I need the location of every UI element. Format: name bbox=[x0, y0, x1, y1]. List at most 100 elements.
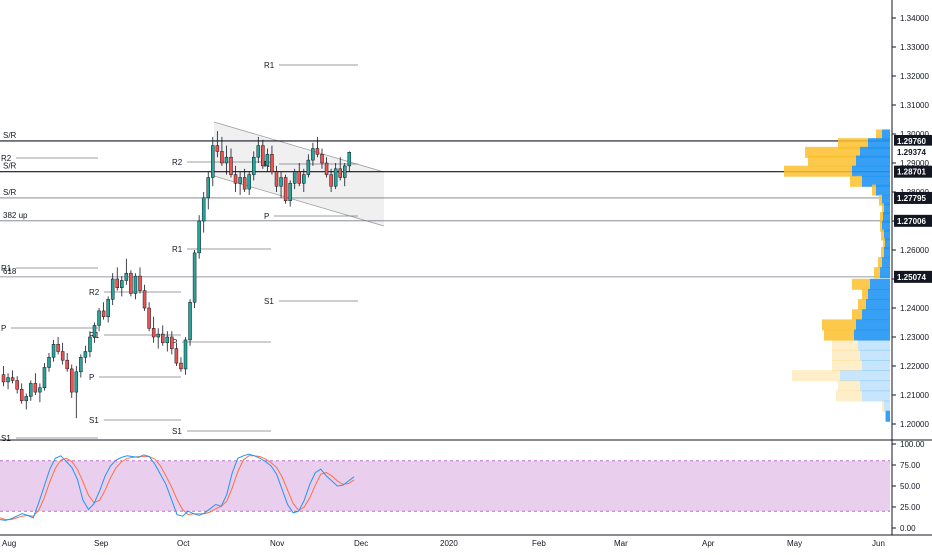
vp-bar-yellow bbox=[882, 400, 884, 412]
pivot-label: P bbox=[1, 324, 6, 333]
candle-body bbox=[233, 174, 238, 184]
candle-body bbox=[179, 362, 183, 370]
pivot-label: S1 bbox=[172, 427, 182, 436]
vp-bar-yellow bbox=[852, 309, 862, 321]
candle-body bbox=[161, 333, 165, 344]
candle-body bbox=[10, 377, 15, 381]
candle-body bbox=[33, 383, 38, 393]
vp-bar-blue bbox=[884, 229, 890, 241]
vp-bar-blue bbox=[885, 238, 890, 250]
vp-bar-blue bbox=[856, 319, 890, 331]
vp-bar-yellow bbox=[880, 220, 882, 232]
vp-bar-yellow bbox=[874, 267, 880, 279]
vp-bar-yellow bbox=[876, 129, 882, 141]
level-label: S/R bbox=[3, 131, 17, 140]
candle-body bbox=[1, 374, 6, 383]
pivot-label: P bbox=[89, 373, 94, 382]
pivot-label: P bbox=[264, 212, 269, 221]
candle-body bbox=[283, 177, 288, 201]
candle-body bbox=[47, 357, 51, 368]
vp-bar-yellow bbox=[881, 246, 884, 258]
vp-bar-blue bbox=[862, 309, 890, 321]
candle-body bbox=[183, 339, 188, 370]
pivot-label: R2 bbox=[89, 288, 100, 297]
candle-body bbox=[279, 177, 283, 187]
x-tick-label: Feb bbox=[532, 539, 546, 548]
vp-bar-blue bbox=[862, 360, 890, 371]
candle-body bbox=[138, 275, 142, 291]
candle-body bbox=[311, 148, 315, 161]
candle-body bbox=[292, 171, 297, 184]
candle-body bbox=[101, 310, 106, 317]
vp-bar-blue bbox=[858, 339, 890, 351]
candle-body bbox=[247, 174, 251, 190]
x-tick-label: May bbox=[787, 539, 802, 548]
price-tag bbox=[894, 214, 932, 227]
stoch-band bbox=[0, 460, 890, 512]
candle-body bbox=[343, 165, 347, 178]
y-tick-label: 1.24000 bbox=[900, 304, 929, 313]
channel-lower bbox=[213, 175, 385, 227]
vp-bar-yellow bbox=[879, 194, 882, 206]
price-tag bbox=[894, 134, 932, 147]
vp-bar-yellow bbox=[792, 370, 840, 382]
candle-body bbox=[174, 348, 179, 364]
pivot-label: R1 bbox=[1, 264, 12, 273]
candle-body bbox=[133, 275, 138, 294]
vp-bar-yellow bbox=[832, 360, 862, 371]
vp-bar-blue bbox=[854, 329, 890, 341]
vp-bar-yellow bbox=[852, 278, 870, 290]
vp-bar-yellow bbox=[805, 146, 860, 158]
candle-body bbox=[51, 344, 56, 358]
vp-bar-yellow bbox=[880, 212, 883, 224]
candle-body bbox=[297, 171, 301, 184]
candle-body bbox=[142, 290, 147, 309]
y-tick-label: 1.23000 bbox=[900, 333, 929, 342]
y-tick-label: 1.20000 bbox=[900, 420, 929, 429]
x-tick-label: Mar bbox=[614, 539, 628, 548]
candle-body bbox=[256, 145, 261, 158]
vp-bar-blue bbox=[862, 390, 890, 402]
vp-bar-blue bbox=[884, 203, 890, 215]
price-tag bbox=[893, 145, 932, 159]
pivot-label: P bbox=[172, 338, 177, 347]
candle-body bbox=[6, 377, 10, 383]
pivot-label: R2 bbox=[172, 158, 183, 167]
candle-body bbox=[201, 197, 206, 222]
candle-body bbox=[329, 174, 333, 187]
vp-bar-yellow bbox=[838, 380, 860, 392]
stoch-tick-label: 0.00 bbox=[900, 524, 916, 533]
candle-body bbox=[197, 220, 201, 254]
pivot-label: R1 bbox=[172, 245, 183, 254]
vp-bar-blue bbox=[860, 380, 890, 392]
candle-body bbox=[124, 272, 129, 281]
vp-bar-yellow bbox=[883, 238, 885, 250]
stoch-tick-label: 100.00 bbox=[900, 440, 925, 449]
candle-body bbox=[252, 156, 256, 175]
candle-body bbox=[347, 152, 352, 167]
vp-bar-yellow bbox=[878, 257, 882, 269]
vp-bar-yellow bbox=[882, 203, 884, 215]
y-tick-label: 1.30000 bbox=[900, 130, 929, 139]
vp-bar-yellow bbox=[808, 155, 856, 167]
candle-body bbox=[60, 351, 65, 361]
price-tag-label: 1.27795 bbox=[897, 194, 926, 203]
candle-body bbox=[333, 168, 338, 187]
candlesticks bbox=[1, 131, 352, 419]
candle-body bbox=[211, 145, 215, 178]
vp-bar-blue bbox=[856, 155, 890, 167]
candle-body bbox=[106, 299, 110, 317]
price-tag-label: 1.29374 bbox=[897, 148, 926, 157]
candle-body bbox=[188, 301, 192, 341]
vp-bar-yellow bbox=[858, 299, 866, 311]
vp-bar-blue bbox=[840, 370, 890, 382]
price-tag bbox=[894, 270, 932, 283]
time-axis: Aug Sep Oct Nov Dec 2020 Feb Mar Apr May Jun bbox=[2, 539, 885, 548]
x-tick-label: Sep bbox=[94, 539, 109, 548]
vp-bar-blue bbox=[886, 410, 890, 422]
vp-bar-yellow bbox=[832, 339, 858, 351]
candle-body bbox=[29, 383, 33, 397]
